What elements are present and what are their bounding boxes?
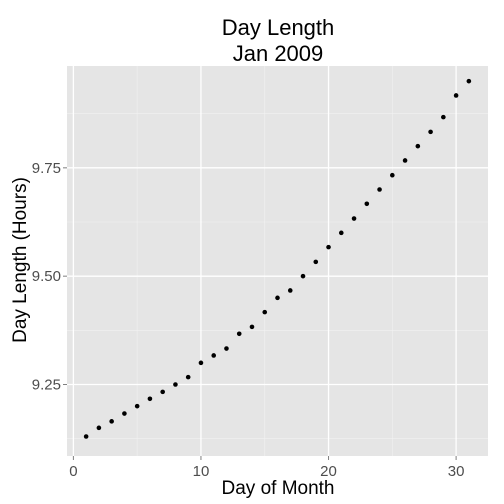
- data-point: [249, 324, 255, 330]
- y-tick-label: 9.75: [32, 160, 61, 177]
- data-point: [441, 114, 446, 120]
- axis-ticks: 0 10 20 30 9.25 9.50 9.75: [32, 160, 465, 480]
- data-point: [453, 93, 459, 98]
- chart-title-line-1: Day Length: [222, 15, 335, 40]
- x-tick-label: 0: [69, 463, 77, 480]
- data-point: [236, 331, 242, 337]
- data-point: [173, 382, 178, 387]
- plot-panel: [67, 66, 488, 456]
- data-point: [287, 288, 293, 293]
- x-tick-label: 20: [320, 463, 337, 480]
- data-point: [466, 78, 472, 84]
- data-point: [122, 411, 127, 416]
- data-point: [96, 425, 102, 431]
- chart-title-line-2: Jan 2009: [233, 41, 324, 66]
- data-point: [109, 419, 114, 424]
- data-points: [83, 78, 472, 439]
- data-point: [83, 434, 89, 439]
- data-point: [160, 389, 165, 395]
- data-point: [351, 216, 357, 221]
- data-point: [402, 158, 408, 163]
- data-point: [198, 360, 204, 366]
- data-point: [147, 396, 153, 402]
- data-point: [275, 295, 280, 301]
- data-point: [134, 403, 140, 409]
- y-axis-title: Day Length (Hours): [10, 177, 31, 343]
- data-point: [224, 346, 229, 351]
- data-point: [262, 309, 268, 315]
- data-point: [211, 353, 217, 358]
- data-point: [364, 201, 370, 207]
- data-point: [415, 143, 421, 149]
- data-point: [313, 259, 319, 265]
- data-point: [338, 230, 344, 236]
- data-point: [185, 374, 191, 380]
- y-tick-label: 9.50: [32, 268, 61, 285]
- data-point: [377, 187, 382, 192]
- major-gridlines: [67, 66, 488, 456]
- data-point: [390, 172, 395, 178]
- data-point: [428, 129, 433, 135]
- minor-gridlines: [67, 66, 488, 456]
- x-tick-label: 30: [448, 463, 465, 480]
- y-tick-label: 9.25: [32, 377, 61, 394]
- x-tick-label: 10: [193, 463, 210, 480]
- x-axis-title: Day of Month: [222, 478, 335, 499]
- data-point: [300, 273, 306, 279]
- data-point: [326, 244, 331, 250]
